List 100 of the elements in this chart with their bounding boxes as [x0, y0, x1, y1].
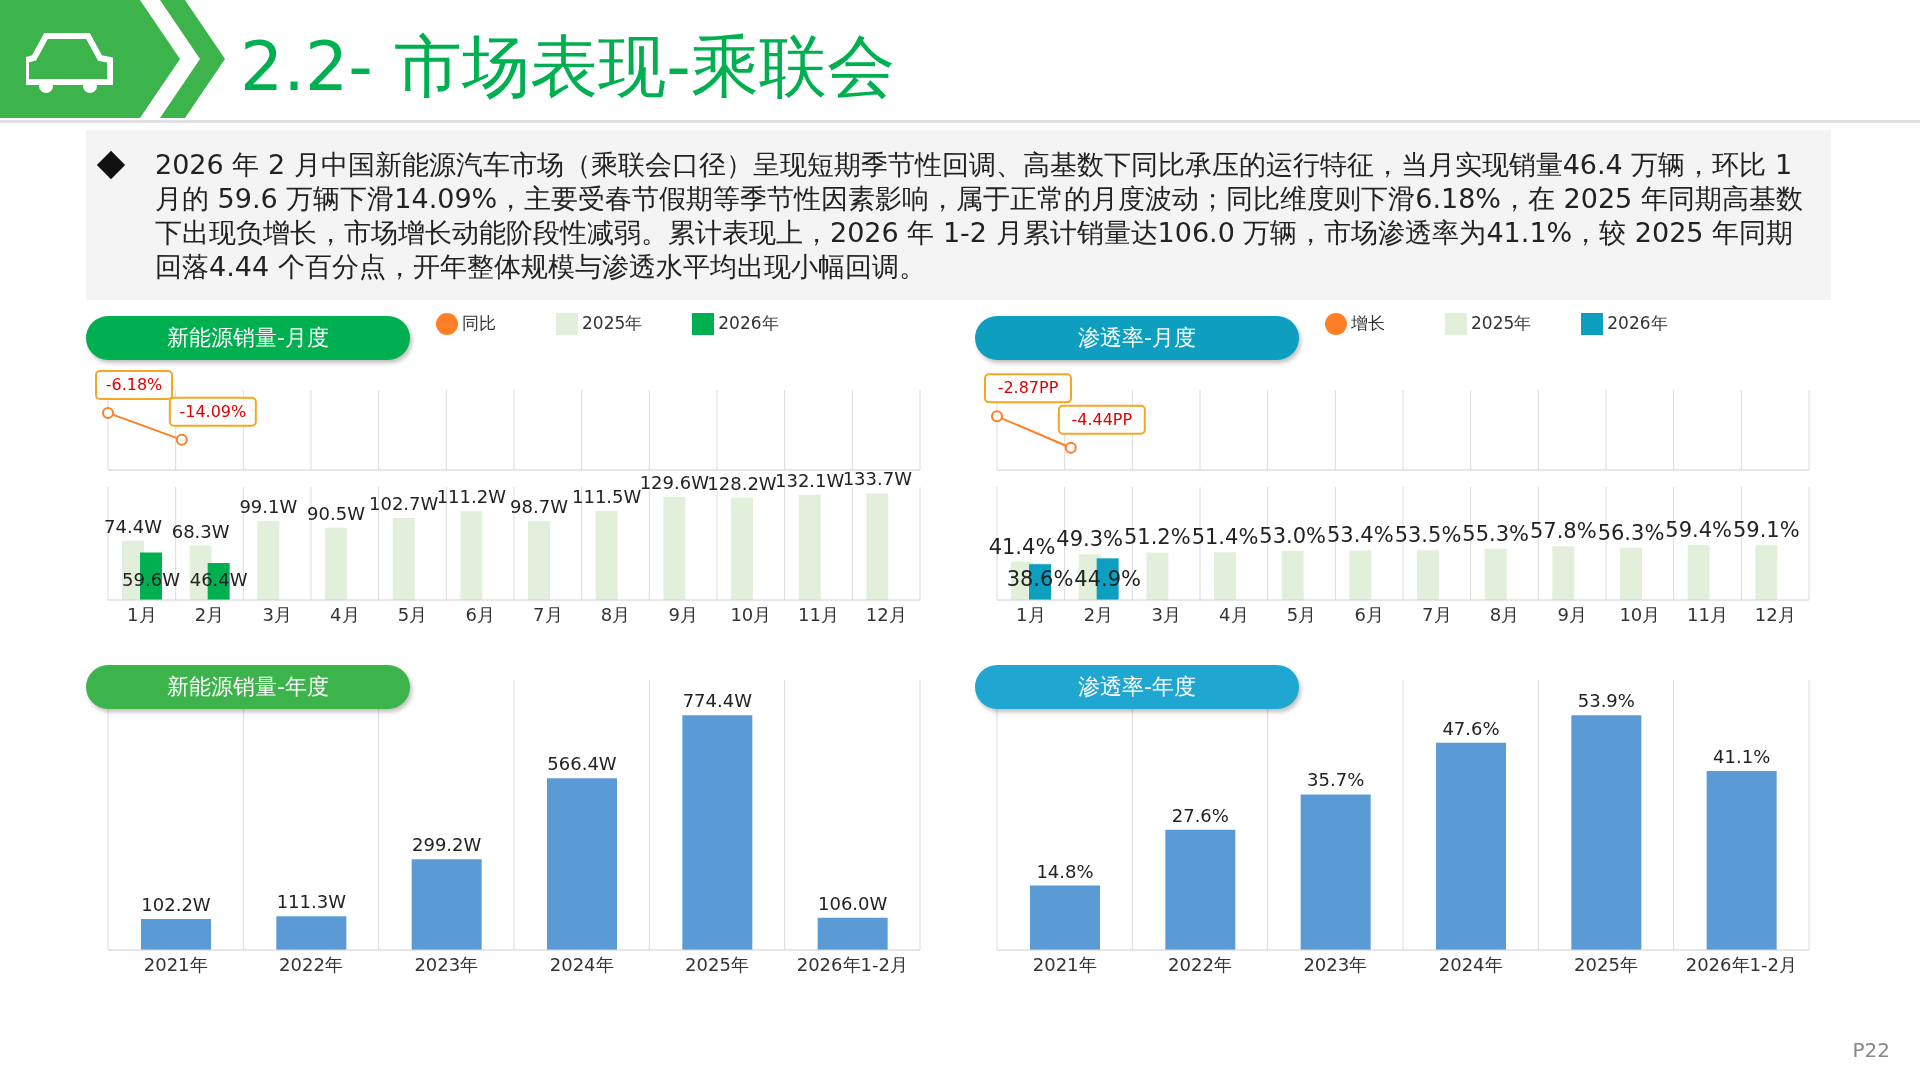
bar	[1436, 742, 1506, 950]
data-label: 53.9%	[1577, 690, 1635, 712]
chart-title: 新能源销量-月度	[86, 316, 410, 360]
legend-label: 同比	[462, 313, 496, 333]
x-tick-label: 2021年	[143, 953, 208, 975]
data-label: 106.0W	[818, 892, 888, 914]
data-label: 59.1%	[1732, 518, 1800, 543]
bar	[1146, 552, 1169, 600]
data-label: 98.7W	[510, 496, 569, 518]
bar	[276, 916, 347, 950]
x-tick-label: 2026年1-2月	[1685, 953, 1797, 975]
data-label: 53.4%	[1326, 523, 1394, 548]
bar	[1755, 545, 1778, 600]
data-label: 51.2%	[1123, 525, 1191, 550]
bar	[325, 527, 347, 600]
text: P22	[1852, 1038, 1890, 1062]
bar	[1571, 715, 1642, 950]
x-tick-label: 9月	[668, 603, 698, 625]
text: 2026 年 2 月中国新能源汽车市场（乘联会口径）呈现短期季节性回调、高基数下同比承压的运行特征，当月实现销量46.4 万辆，环比 1 月的 59.6 万辆下滑14.09%，主要受春节假期等季节性因素影响，属于正常的月度波动；同比维度则下滑6.18%，在 2025 年同期高基数下出现负增长，市场增长动能阶段性减弱。累计表现上，2026 年 1-2 月累计销量达106.0 万辆，市场渗透率为41.1%，较 2025 年同期回落4.44 个百分点，开年整体规模与渗透水平均出现小幅回调。	[155, 148, 1804, 284]
bar	[141, 919, 211, 950]
x-tick-label: 2025年	[1574, 953, 1638, 975]
data-label: 14.8%	[1036, 860, 1094, 882]
bar	[392, 518, 415, 600]
x-tick-label: 2026年1-2月	[796, 953, 908, 975]
data-label: 111.3W	[276, 891, 347, 913]
data-label: 53.5%	[1394, 523, 1462, 548]
bar	[411, 859, 482, 950]
bar	[1349, 550, 1372, 600]
chart-title: 渗透率-月度	[975, 316, 1299, 360]
legend-label: 2026年	[1607, 313, 1668, 333]
bar	[1165, 829, 1236, 950]
x-tick-label: 3月	[1151, 603, 1181, 625]
x-tick-label: 1月	[127, 603, 157, 625]
bar	[1620, 547, 1642, 600]
x-tick-label: 3月	[262, 603, 292, 625]
x-tick-label: 6月	[1354, 603, 1384, 625]
data-label: 74.4W	[104, 515, 163, 537]
bar	[547, 778, 617, 950]
data-label: 53.0%	[1259, 523, 1327, 548]
x-tick-label: 11月	[1687, 603, 1728, 625]
chart-title: 渗透率-年度	[975, 665, 1299, 709]
data-label: 102.7W	[369, 493, 439, 515]
bar	[1484, 548, 1507, 600]
legend-label: 2025年	[582, 313, 643, 333]
x-tick-label: 4月	[1219, 603, 1249, 625]
bar	[866, 493, 889, 600]
data-label: 99.1W	[239, 495, 298, 517]
x-tick-label: 9月	[1557, 603, 1587, 625]
bar	[1300, 794, 1371, 950]
x-tick-label: 10月	[1619, 603, 1661, 625]
bar	[1417, 550, 1439, 600]
data-label: 111.5W	[572, 486, 642, 508]
x-tick-label: 7月	[533, 603, 563, 625]
data-label: 90.5W	[307, 502, 366, 524]
data-label: 41.1%	[1713, 745, 1771, 767]
x-tick-label: 2月	[194, 603, 225, 625]
bar	[257, 520, 280, 600]
bar	[817, 917, 888, 950]
bar	[1687, 544, 1710, 600]
data-label: 132.1W	[775, 469, 845, 491]
data-label: 56.3%	[1597, 520, 1665, 545]
x-tick-label: 1月	[1016, 603, 1046, 625]
x-tick-label: 5月	[1286, 603, 1317, 625]
x-tick-label: 2023年	[1303, 953, 1368, 975]
data-label: 68.3W	[171, 520, 230, 542]
data-label: -4.44PP	[1071, 409, 1133, 429]
data-label: 49.3%	[1056, 527, 1124, 552]
data-label: 51.4%	[1191, 525, 1259, 550]
text: 2.2- 市场表现-乘联会	[240, 26, 895, 108]
x-tick-label: 2024年	[1438, 953, 1503, 975]
x-tick-label: 2月	[1083, 603, 1114, 625]
legend-label: 2026年	[718, 313, 779, 333]
x-tick-label: 2022年	[1168, 953, 1232, 975]
x-tick-label: 12月	[865, 603, 907, 625]
bar	[528, 521, 550, 600]
x-tick-label: 2021年	[1032, 953, 1097, 975]
data-label: 55.3%	[1462, 521, 1530, 546]
bar	[1706, 770, 1777, 950]
data-label: -6.18%	[105, 374, 163, 394]
x-tick-label: 2022年	[279, 953, 343, 975]
data-label: 59.4%	[1665, 517, 1733, 542]
data-label: 57.8%	[1529, 519, 1597, 544]
bar	[595, 511, 618, 600]
x-tick-label: 11月	[798, 603, 839, 625]
x-tick-label: 5月	[397, 603, 428, 625]
data-label: -2.87PP	[997, 378, 1059, 398]
x-tick-label: 6月	[465, 603, 495, 625]
legend-label: 增长	[1351, 313, 1385, 333]
bar	[1281, 550, 1304, 600]
data-label: 47.6%	[1442, 717, 1500, 739]
x-tick-label: 4月	[330, 603, 360, 625]
x-tick-label: 12月	[1754, 603, 1796, 625]
data-label: 27.6%	[1171, 804, 1229, 826]
x-tick-label: 8月	[600, 603, 631, 625]
bar	[1552, 546, 1575, 600]
data-label: -14.09%	[179, 401, 247, 421]
data-label: 41.4%	[988, 534, 1056, 559]
data-label: 566.4W	[547, 753, 617, 775]
chart-title: 新能源销量-年度	[86, 665, 410, 709]
bar	[460, 511, 483, 600]
